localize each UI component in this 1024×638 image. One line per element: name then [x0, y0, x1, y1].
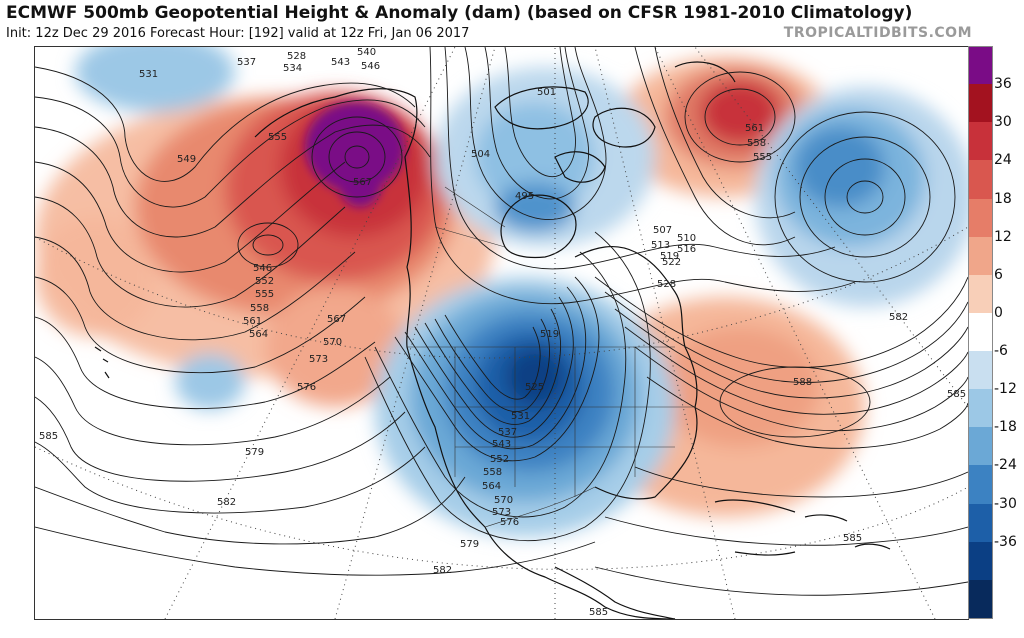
colorbar-swatch [968, 351, 992, 390]
colorbar-label: -6 [994, 343, 1008, 360]
coastlines [94, 61, 891, 619]
colorbar-label: 36 [994, 76, 1012, 93]
contour-label: 585 [843, 533, 862, 544]
contour-label: 513 [651, 240, 670, 251]
watermark: TROPICALTIDBITS.COM [783, 25, 972, 41]
map-title: ECMWF 500mb Geopotential Height & Anomal… [6, 3, 913, 23]
contour-label: 564 [249, 329, 268, 340]
contour-label: 570 [494, 495, 513, 506]
contour-label: 537 [237, 57, 256, 68]
contour-label: 561 [243, 316, 262, 327]
colorbar-swatch [968, 236, 992, 276]
contour-label: 570 [323, 337, 342, 348]
colorbar-label: 0 [994, 304, 1003, 321]
colorbar-swatch [968, 579, 992, 619]
contour-label: 549 [177, 154, 196, 165]
contour-label: 567 [353, 177, 372, 188]
colorbar-swatch [968, 465, 992, 505]
contour-label: 585 [39, 431, 58, 442]
contour-labels: 531 537 528 534 540 543 546 555 549 567 … [39, 47, 966, 618]
contour-label: 579 [245, 447, 264, 458]
colorbar-label: -30 [994, 495, 1017, 512]
contour-label: 540 [357, 47, 376, 58]
contour-label: 528 [657, 279, 676, 290]
contour-label: 558 [483, 467, 502, 478]
colorbar-swatch [968, 122, 992, 161]
contour-label: 543 [492, 439, 511, 450]
contour-label: 522 [662, 257, 681, 268]
contour-label: 501 [537, 87, 556, 98]
colorbar-swatch [968, 198, 992, 238]
contour-label: 534 [283, 63, 302, 74]
colorbar-border [968, 46, 993, 619]
colorbar-swatch [968, 160, 992, 200]
contour-label: 582 [889, 312, 908, 323]
colorbar-label: -36 [994, 533, 1017, 550]
contour-label: 552 [255, 276, 274, 287]
contour-label: 573 [309, 354, 328, 365]
contour-label: 573 [492, 507, 511, 518]
contour-label: 519 [540, 329, 559, 340]
weather-map: 531 537 528 534 540 543 546 555 549 567 … [34, 46, 969, 620]
colorbar-label: 30 [994, 114, 1012, 131]
contour-label: 564 [482, 481, 501, 492]
contour-label: 558 [747, 138, 766, 149]
contour-label: 576 [500, 517, 519, 528]
contour-label: 567 [327, 314, 346, 325]
colorbar-swatch [968, 389, 992, 428]
contour-label: 582 [217, 497, 236, 508]
graticule [35, 47, 968, 619]
contour-label: 495 [515, 191, 534, 202]
contour-label: 555 [255, 289, 274, 300]
contour-label: 531 [511, 411, 530, 422]
forecast-subtitle: Init: 12z Dec 29 2016 Forecast Hour: [19… [6, 26, 470, 41]
contour-label: 558 [250, 303, 269, 314]
contour-label: 510 [677, 233, 696, 244]
contour-label: 585 [589, 607, 608, 618]
colorbar-swatch [968, 274, 992, 314]
contour-label: 543 [331, 57, 350, 68]
colorbar-label: -24 [994, 457, 1017, 474]
contour-label: 552 [490, 454, 509, 465]
contour-label: 546 [253, 263, 272, 274]
contour-label: 516 [677, 244, 696, 255]
colorbar-label: 24 [994, 152, 1012, 169]
contour-label: 555 [268, 132, 287, 143]
colorbar-label: -12 [994, 381, 1017, 398]
contour-label: 585 [947, 389, 966, 400]
colorbar-swatch [968, 427, 992, 466]
height-contours [35, 47, 968, 596]
contour-label: 525 [525, 382, 544, 393]
contour-label: 519 [660, 251, 679, 262]
contour-label: 546 [361, 61, 380, 72]
anomaly-colorbar: 36 30 24 18 12 6 0 -6 -12 -18 -24 -30 -36 [968, 46, 1024, 619]
contour-label: 561 [745, 123, 764, 134]
contour-label: 582 [433, 565, 452, 576]
colorbar-swatch [968, 312, 992, 352]
contour-label: 537 [498, 427, 517, 438]
colorbar-swatch [968, 84, 992, 123]
contour-label: 507 [653, 225, 672, 236]
colorbar-label: 6 [994, 266, 1003, 283]
colorbar-label: -18 [994, 419, 1017, 436]
colorbar-label: 12 [994, 228, 1012, 245]
contour-label: 555 [753, 152, 772, 163]
contour-label: 528 [287, 51, 306, 62]
colorbar-swatch [968, 503, 992, 543]
contour-label: 588 [793, 377, 812, 388]
colorbar-swatch [968, 46, 992, 85]
contour-label: 579 [460, 539, 479, 550]
contour-label: 576 [297, 382, 316, 393]
colorbar-label: 18 [994, 190, 1012, 207]
contour-label: 504 [471, 149, 490, 160]
colorbar-swatch [968, 541, 992, 581]
contour-label: 531 [139, 69, 158, 80]
